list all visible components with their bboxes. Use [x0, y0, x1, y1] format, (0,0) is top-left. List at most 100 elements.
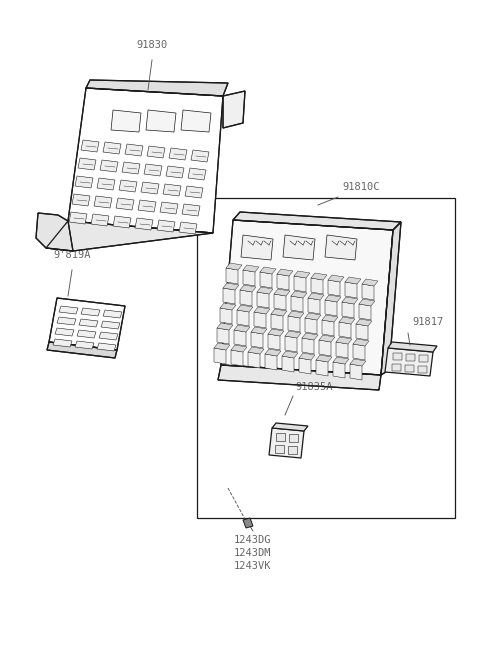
Polygon shape [336, 337, 352, 344]
Bar [406, 354, 415, 361]
Polygon shape [308, 293, 324, 300]
Polygon shape [299, 358, 311, 374]
Polygon shape [160, 202, 178, 214]
Bar [288, 446, 297, 454]
Polygon shape [191, 150, 209, 162]
Polygon shape [305, 318, 317, 334]
Polygon shape [103, 310, 122, 318]
Polygon shape [125, 144, 143, 156]
Polygon shape [81, 308, 100, 316]
Polygon shape [381, 222, 401, 375]
Polygon shape [353, 339, 369, 346]
Polygon shape [231, 350, 243, 366]
Polygon shape [328, 275, 344, 282]
Bar [393, 353, 402, 360]
Polygon shape [288, 316, 300, 332]
Polygon shape [243, 270, 255, 286]
Polygon shape [285, 331, 301, 338]
Polygon shape [240, 290, 252, 306]
Polygon shape [157, 220, 175, 232]
Polygon shape [101, 321, 120, 329]
Polygon shape [316, 360, 328, 376]
Polygon shape [342, 302, 354, 318]
Polygon shape [333, 362, 345, 378]
Polygon shape [302, 333, 318, 340]
Polygon shape [240, 285, 256, 292]
Polygon shape [182, 204, 200, 216]
Polygon shape [385, 348, 433, 376]
Polygon shape [328, 280, 340, 296]
Bar [289, 434, 298, 442]
Polygon shape [319, 340, 331, 356]
Polygon shape [135, 218, 153, 230]
Polygon shape [234, 330, 246, 346]
Polygon shape [362, 279, 378, 286]
Polygon shape [299, 353, 315, 360]
Polygon shape [359, 304, 371, 320]
Polygon shape [308, 298, 320, 314]
Polygon shape [288, 311, 304, 318]
Text: 91830: 91830 [136, 40, 168, 50]
Polygon shape [233, 212, 401, 230]
Polygon shape [116, 198, 134, 210]
Polygon shape [138, 200, 156, 212]
Polygon shape [220, 303, 236, 310]
Polygon shape [311, 278, 323, 294]
Polygon shape [141, 182, 159, 194]
Polygon shape [268, 334, 280, 350]
Bar [275, 445, 284, 453]
Polygon shape [181, 110, 211, 132]
Polygon shape [302, 338, 314, 354]
Polygon shape [226, 263, 242, 270]
Polygon shape [75, 176, 93, 188]
Polygon shape [336, 342, 348, 358]
Polygon shape [69, 212, 87, 224]
Polygon shape [322, 320, 334, 336]
Polygon shape [311, 273, 327, 280]
Polygon shape [234, 325, 250, 332]
Polygon shape [97, 343, 116, 351]
Polygon shape [291, 296, 303, 312]
Polygon shape [36, 213, 73, 251]
Polygon shape [220, 308, 232, 324]
Polygon shape [75, 341, 94, 349]
Polygon shape [243, 518, 253, 528]
Polygon shape [218, 365, 381, 390]
Polygon shape [274, 289, 290, 296]
Polygon shape [269, 428, 304, 458]
Polygon shape [77, 330, 96, 338]
Polygon shape [100, 160, 118, 172]
Polygon shape [163, 184, 181, 196]
Polygon shape [86, 80, 228, 96]
Polygon shape [237, 310, 249, 326]
Polygon shape [146, 110, 176, 132]
Text: 91817: 91817 [412, 317, 443, 327]
Polygon shape [223, 91, 245, 128]
Polygon shape [185, 186, 203, 198]
Polygon shape [147, 146, 165, 158]
Polygon shape [356, 324, 368, 340]
Polygon shape [271, 309, 287, 316]
Polygon shape [217, 328, 229, 344]
Polygon shape [285, 336, 297, 352]
Polygon shape [325, 235, 357, 260]
Polygon shape [274, 294, 286, 310]
Polygon shape [169, 148, 187, 160]
Text: 91835A: 91835A [295, 382, 333, 392]
Bar [197, 198, 455, 518]
Polygon shape [214, 343, 230, 350]
Polygon shape [291, 291, 307, 298]
Polygon shape [339, 322, 351, 338]
Polygon shape [271, 314, 283, 330]
Polygon shape [144, 164, 162, 176]
Polygon shape [305, 313, 321, 320]
Bar [392, 364, 401, 371]
Polygon shape [119, 180, 137, 192]
Polygon shape [277, 269, 293, 276]
Polygon shape [91, 214, 109, 226]
Polygon shape [345, 282, 357, 298]
Polygon shape [294, 271, 310, 278]
Polygon shape [57, 317, 76, 325]
Polygon shape [78, 158, 96, 170]
Text: 91810C: 91810C [342, 182, 380, 192]
